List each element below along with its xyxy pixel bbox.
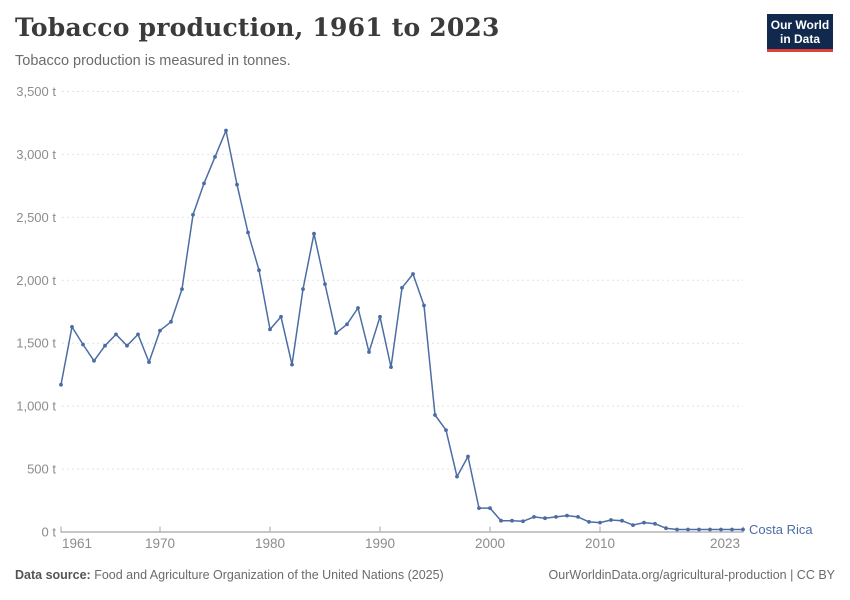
data-point[interactable] (565, 513, 569, 518)
data-point[interactable] (180, 287, 184, 291)
data-point[interactable] (598, 520, 602, 525)
y-tick-label: 0 t (42, 525, 57, 540)
data-point[interactable] (169, 319, 173, 324)
y-tick-label: 2,500 t (16, 210, 56, 225)
data-point[interactable] (587, 520, 591, 524)
data-point[interactable] (301, 287, 305, 291)
owid-logo-line2: in Data (779, 32, 820, 46)
data-point[interactable] (433, 413, 437, 417)
data-point[interactable] (642, 520, 646, 525)
x-tick-label: 2010 (585, 536, 615, 551)
data-point[interactable] (81, 342, 85, 347)
data-point[interactable] (631, 523, 635, 527)
data-point[interactable] (378, 314, 382, 319)
data-point[interactable] (543, 516, 547, 521)
page-title: Tobacco production, 1961 to 2023 (15, 13, 500, 42)
data-point[interactable] (224, 128, 228, 133)
data-point[interactable] (730, 527, 734, 532)
data-point[interactable] (268, 327, 272, 332)
data-point[interactable] (686, 527, 690, 532)
data-point[interactable] (521, 519, 525, 524)
data-point[interactable] (246, 230, 250, 235)
x-tick-label: 1961 (62, 536, 92, 551)
data-point[interactable] (389, 365, 393, 369)
data-point[interactable] (554, 515, 558, 519)
data-point[interactable] (103, 343, 107, 348)
data-source-label: Data source: (15, 568, 91, 582)
data-point[interactable] (125, 343, 129, 348)
data-point[interactable] (620, 518, 624, 523)
data-point[interactable] (213, 155, 217, 159)
data-point[interactable] (367, 350, 371, 354)
x-tick-label: 1990 (365, 536, 395, 551)
x-tick-label: 1970 (145, 536, 175, 551)
data-point[interactable] (488, 506, 492, 510)
data-point[interactable] (147, 360, 151, 364)
x-tick-label: 2000 (475, 536, 505, 551)
data-point[interactable] (477, 506, 481, 510)
series-markers[interactable] (59, 128, 745, 532)
data-point[interactable] (719, 527, 723, 532)
data-point[interactable] (664, 526, 668, 531)
chart-subtitle: Tobacco production is measured in tonnes… (15, 53, 291, 69)
data-point[interactable] (334, 331, 338, 335)
y-tick-label: 1,000 t (16, 399, 56, 414)
data-point[interactable] (466, 454, 470, 459)
data-point[interactable] (411, 272, 415, 276)
series-line[interactable] (60, 129, 743, 531)
data-point[interactable] (455, 474, 459, 479)
data-point[interactable] (59, 382, 63, 387)
owid-logo-line1: Our World (770, 18, 830, 32)
data-point[interactable] (708, 527, 712, 532)
data-point[interactable] (257, 268, 261, 273)
data-point[interactable] (92, 358, 96, 363)
data-point[interactable] (202, 181, 206, 186)
data-point[interactable] (609, 518, 613, 522)
data-point[interactable] (422, 303, 426, 308)
credit-link[interactable]: OurWorldinData.org/agricultural-producti… (548, 568, 835, 582)
x-axis-labels: 1961 1970 1980 1990 2000 2010 2023 (62, 536, 740, 551)
data-source-note: Data source: Food and Agriculture Organi… (15, 568, 444, 582)
data-point[interactable] (136, 332, 140, 337)
data-point[interactable] (235, 182, 239, 187)
x-tick-label: 1980 (255, 536, 285, 551)
data-point[interactable] (653, 521, 657, 526)
data-point[interactable] (312, 231, 316, 236)
data-point[interactable] (158, 328, 162, 333)
x-axis-ticks (60, 526, 744, 532)
data-point[interactable] (675, 527, 679, 532)
data-source-text: Food and Agriculture Organization of the… (90, 568, 444, 582)
owid-logo[interactable]: Our World in Data (767, 14, 833, 52)
data-point[interactable] (510, 518, 514, 523)
y-axis-labels: 0 t 500 t 1,000 t 1,500 t 2,000 t 2,500 t 3,00… (16, 84, 56, 540)
data-point[interactable] (114, 332, 118, 337)
data-point[interactable] (290, 362, 294, 367)
x-tick-label: 2023 (710, 536, 740, 551)
data-point[interactable] (345, 322, 349, 327)
data-point[interactable] (356, 306, 360, 310)
data-point[interactable] (576, 515, 580, 519)
data-point[interactable] (444, 428, 448, 432)
y-tick-label: 1,500 t (16, 336, 56, 351)
data-point[interactable] (279, 314, 283, 319)
data-point[interactable] (532, 515, 536, 519)
y-tick-label: 2,000 t (16, 273, 56, 288)
y-tick-label: 500 t (27, 462, 56, 477)
y-tick-label: 3,000 t (16, 147, 56, 162)
y-tick-label: 3,500 t (16, 84, 56, 99)
data-point[interactable] (741, 527, 745, 532)
data-point[interactable] (499, 518, 503, 523)
data-point[interactable] (400, 285, 404, 290)
data-point[interactable] (323, 282, 327, 286)
data-point[interactable] (191, 212, 195, 217)
data-point[interactable] (70, 325, 74, 329)
series-end-label: Costa Rica (749, 522, 813, 537)
data-point[interactable] (697, 527, 701, 532)
y-gridlines (62, 91, 743, 470)
